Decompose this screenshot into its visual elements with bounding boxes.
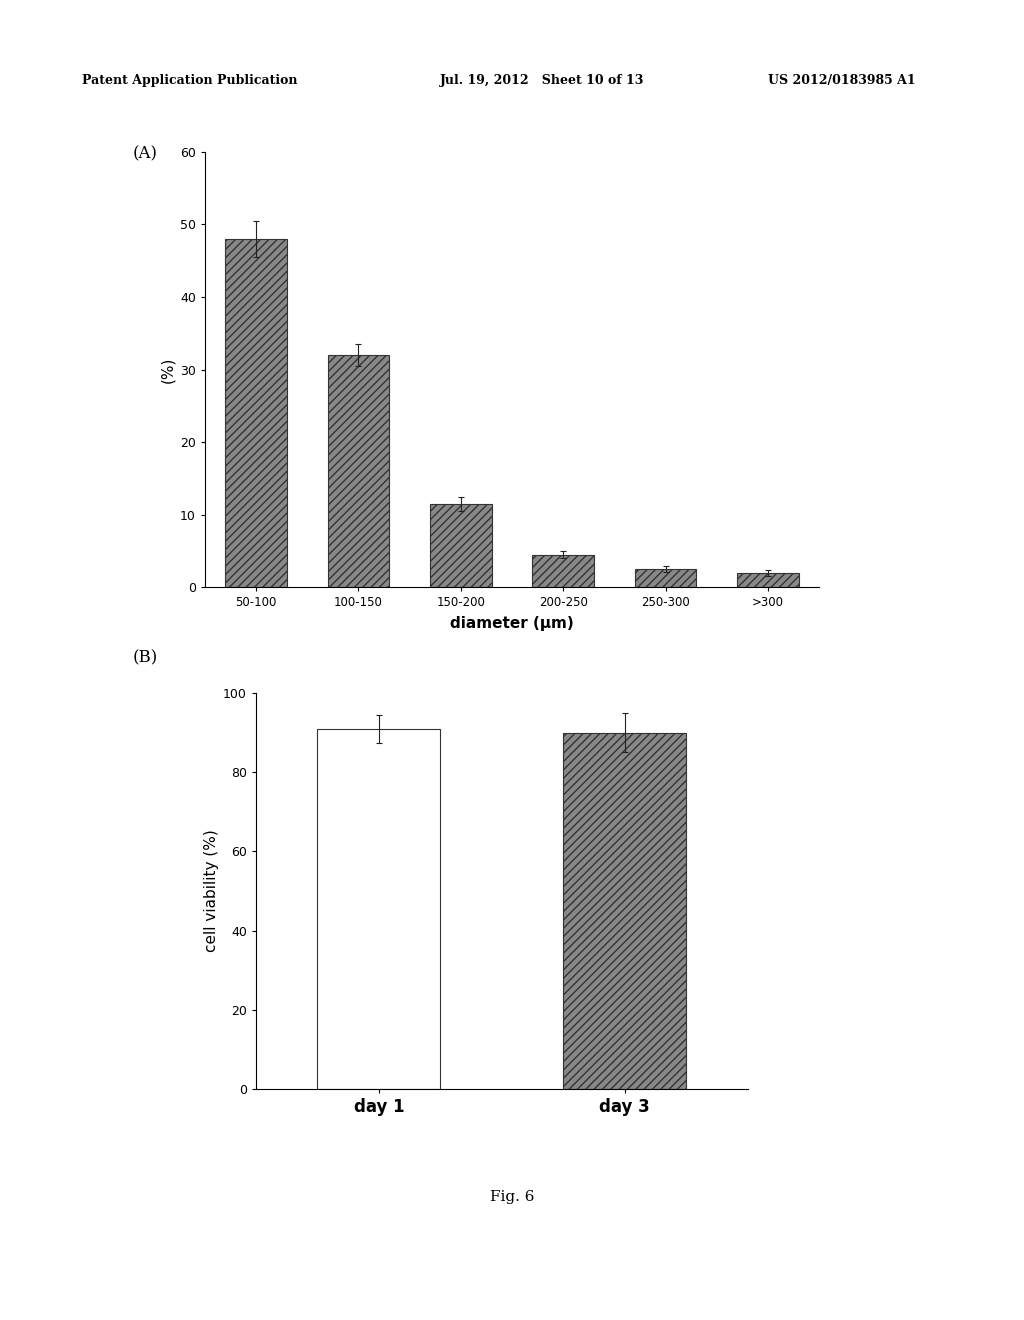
- Text: Patent Application Publication: Patent Application Publication: [82, 74, 297, 87]
- Bar: [430, 504, 492, 587]
- Text: (A): (A): [133, 145, 158, 162]
- X-axis label: diameter (μm): diameter (μm): [451, 616, 573, 631]
- Text: Jul. 19, 2012   Sheet 10 of 13: Jul. 19, 2012 Sheet 10 of 13: [440, 74, 645, 87]
- Bar: [328, 355, 389, 587]
- Y-axis label: cell viability (%): cell viability (%): [204, 830, 219, 952]
- Bar: [563, 733, 686, 1089]
- Bar: [635, 569, 696, 587]
- Bar: [737, 573, 799, 587]
- Bar: [225, 239, 287, 587]
- Text: (B): (B): [133, 649, 159, 667]
- Y-axis label: (%): (%): [161, 356, 175, 383]
- Text: Fig. 6: Fig. 6: [489, 1191, 535, 1204]
- Bar: [532, 554, 594, 587]
- Bar: [317, 729, 440, 1089]
- Text: US 2012/0183985 A1: US 2012/0183985 A1: [768, 74, 915, 87]
